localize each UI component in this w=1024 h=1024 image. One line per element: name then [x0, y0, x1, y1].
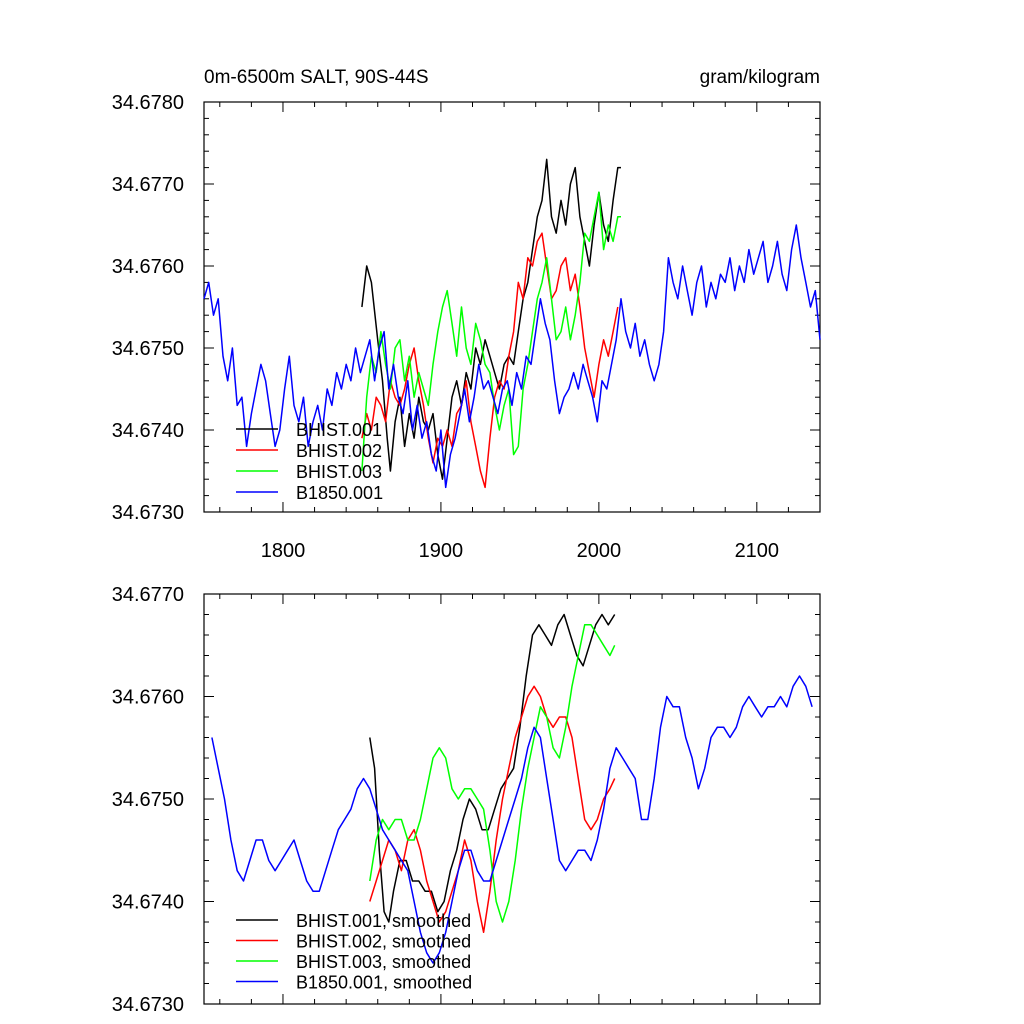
top-y-tick-label: 34.6770: [112, 174, 184, 196]
bottom-legend-label-bhist-001-smoothed: BHIST.001, smoothed: [296, 911, 471, 931]
bottom-y-tick-label: 34.6750: [112, 789, 184, 811]
top-series-bhist-002: [361, 232, 619, 489]
top-x-tick-label: 2100: [735, 540, 780, 562]
top-y-tick-label: 34.6750: [112, 338, 184, 360]
bottom-y-tick-label: 34.6770: [112, 584, 184, 606]
top-title-left: 0m-6500m SALT, 90S-44S: [204, 67, 429, 88]
bottom-y-tick-label: 34.6730: [112, 994, 184, 1016]
top-series-bhist-001: [361, 158, 621, 480]
top-y-tick-label: 34.6730: [112, 502, 184, 524]
bottom-series-b1850-001-smoothed: [211, 675, 813, 964]
top-plot-area: 34.6730 34.6740 34.6750 34.6760 34.6770 34.67…: [112, 92, 821, 562]
top-x-tick-label: 1900: [419, 540, 464, 562]
top-x-tick-label: 1800: [261, 540, 306, 562]
top-x-tick-label: 2000: [577, 540, 622, 562]
top-legend-label-bhist-002: BHIST.002: [296, 441, 382, 461]
top-y-tick-label: 34.6760: [112, 256, 184, 278]
bottom-plot-area: 34.6730 34.6740 34.6750 34.6760 34.6770: [112, 584, 821, 1016]
top-panel: 0m-6500m SALT, 90S-44S gram/kilogram 34.…: [112, 67, 821, 562]
bottom-legend-label-bhist-003-smoothed: BHIST.003, smoothed: [296, 952, 471, 972]
bottom-series-bhist-003-smoothed: [369, 624, 616, 923]
top-title-right: gram/kilogram: [700, 67, 820, 88]
top-plot-frame: [203, 101, 821, 513]
bottom-series-bhist-002-smoothed: [369, 685, 616, 934]
top-series-bhist-003: [361, 191, 621, 472]
top-y-tick-label: 34.6780: [112, 92, 184, 114]
bottom-legend-label-bhist-002-smoothed: BHIST.002, smoothed: [296, 932, 471, 952]
top-legend-label-b1850-001: B1850.001: [296, 483, 383, 503]
top-series-b1850-001: [203, 224, 821, 489]
top-legend-label-bhist-003: BHIST.003: [296, 462, 382, 482]
bottom-y-tick-label: 34.6740: [112, 892, 184, 914]
top-y-tick-label: 34.6740: [112, 420, 184, 442]
bottom-panel: 34.6730 34.6740 34.6750 34.6760 34.6770 BHIS…: [112, 584, 821, 1016]
top-legend-label-bhist-001: BHIST.001: [296, 420, 382, 440]
bottom-y-tick-label: 34.6760: [112, 687, 184, 709]
bottom-legend-label-b1850-001-smoothed: B1850.001, smoothed: [296, 973, 472, 993]
